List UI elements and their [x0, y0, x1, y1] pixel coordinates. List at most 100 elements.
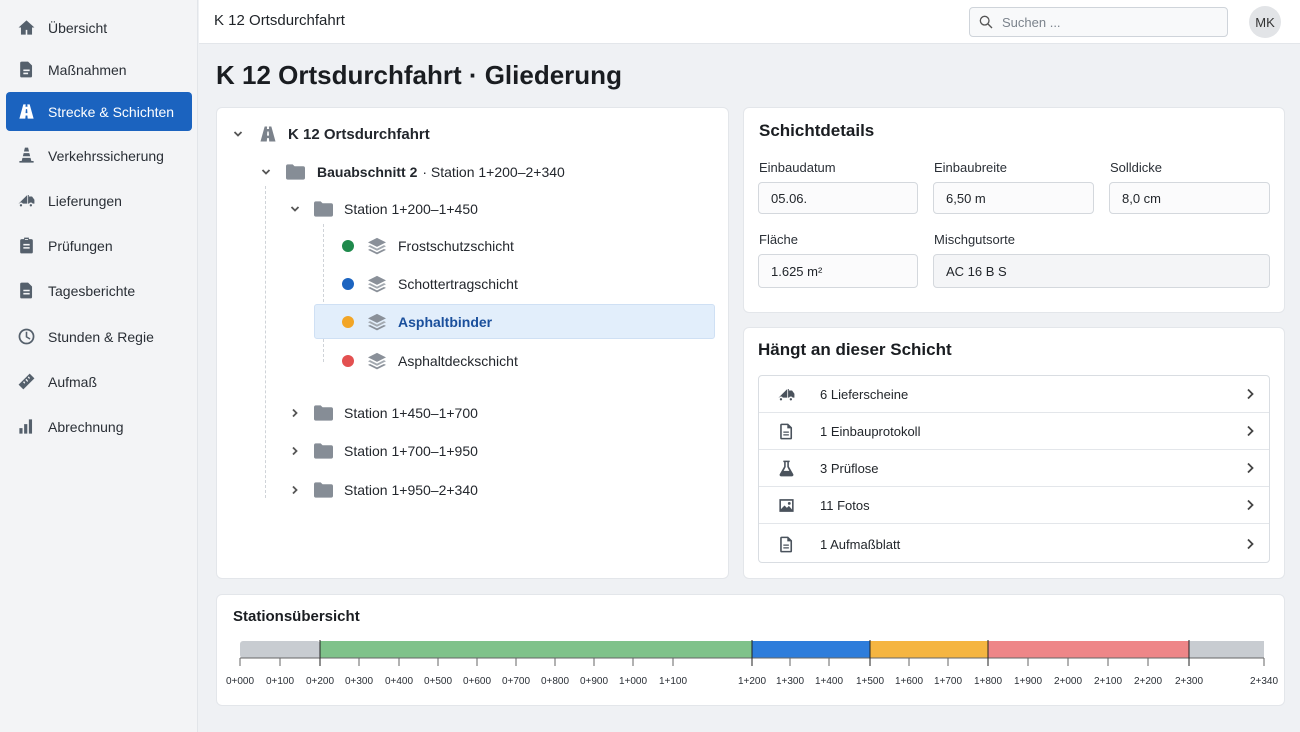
station-tick-label: 0+500 — [423, 676, 453, 687]
status-dot — [342, 355, 354, 367]
station-segment[interactable] — [320, 641, 752, 658]
list-item[interactable]: 6 Lieferscheine — [759, 376, 1269, 413]
tree-root[interactable]: K 12 Ortsdurchfahrt — [231, 123, 430, 145]
avatar[interactable]: MK — [1249, 6, 1281, 38]
chevron-right-icon — [1246, 388, 1255, 403]
sidebar-item-verkehrssicherung[interactable]: Verkehrssicherung — [6, 136, 192, 175]
tree-layer-selected[interactable]: Asphaltbinder — [342, 311, 492, 333]
station-segment[interactable] — [240, 641, 320, 658]
sidebar-item-pruefungen[interactable]: Prüfungen — [6, 226, 192, 265]
tree-layer[interactable]: Asphaltdeckschicht — [342, 350, 518, 372]
sidebar-item-label: Aufmaß — [48, 373, 98, 390]
sidebar-item-abrechnung[interactable]: Abrechnung — [6, 407, 192, 446]
tree-station[interactable]: Station 1+450–1+700 — [288, 402, 478, 424]
chevron-right-icon — [1246, 538, 1255, 553]
folder-icon — [286, 164, 305, 180]
station-tick-label: 0+300 — [344, 676, 374, 687]
sidebar-item-stunden-regie[interactable]: Stunden & Regie — [6, 317, 192, 356]
tree-section[interactable]: Bauabschnitt 2 · Station 1+200–2+340 — [259, 161, 565, 183]
chevron-right-icon[interactable] — [288, 444, 302, 458]
sidebar-item-lieferungen[interactable]: Lieferungen — [6, 181, 192, 220]
station-tick-label: 2+000 — [1053, 676, 1083, 687]
field-label: Mischgutsorte — [934, 232, 1015, 247]
chevron-right-icon[interactable] — [288, 483, 302, 497]
list-item[interactable]: 1 Aufmaßblatt — [759, 524, 1269, 562]
list-item-label: 1 Aufmaßblatt — [820, 536, 901, 552]
einbaubreite-field[interactable]: 6,50 m — [933, 182, 1094, 214]
header: K 12 Ortsdurchfahrt MK — [199, 0, 1300, 44]
tree-station-label: Station 1+950–2+340 — [344, 482, 478, 498]
attached-card — [743, 327, 1285, 579]
tree-layer[interactable]: Frostschutzschicht — [342, 235, 514, 257]
ruler-icon — [16, 372, 36, 392]
station-tick-label: 1+900 — [1013, 676, 1043, 687]
sidebar-item-label: Stunden & Regie — [48, 328, 154, 345]
tree-station[interactable]: Station 1+950–2+340 — [288, 479, 478, 501]
station-tick-label: 2+340 — [1249, 676, 1279, 687]
flaeche-field[interactable]: 1.625 m² — [758, 254, 918, 288]
chevron-right-icon — [1246, 425, 1255, 440]
list-item[interactable]: 3 Prüflose — [759, 450, 1269, 487]
station-tick-label: 0+700 — [501, 676, 531, 687]
cone-icon — [16, 146, 36, 166]
station-tick-label: 0+200 — [305, 676, 335, 687]
mischgutsorte-field[interactable]: AC 16 B S — [933, 254, 1270, 288]
station-segment[interactable] — [752, 641, 870, 658]
tree-selection-highlight — [314, 304, 715, 339]
tree-section-station: · Station 1+200–2+340 — [422, 164, 565, 180]
sidebar-item-aufmass[interactable]: Aufmaß — [6, 362, 192, 401]
solldicke-field[interactable]: 8,0 cm — [1109, 182, 1270, 214]
sidebar-item-label: Lieferungen — [48, 192, 122, 209]
details-title: Schichtdetails — [759, 121, 875, 140]
tree-station[interactable]: Station 1+200–1+450 — [288, 198, 478, 220]
chevron-down-icon[interactable] — [231, 127, 245, 141]
sidebar-item-uebersicht[interactable]: Übersicht — [6, 8, 192, 47]
tree-section-label: Bauabschnitt 2 — [317, 164, 418, 180]
document-icon — [16, 60, 36, 80]
status-dot — [342, 240, 354, 252]
truck-icon — [16, 191, 36, 211]
field-label: Einbaubreite — [934, 160, 1007, 175]
report-icon — [16, 281, 36, 301]
breadcrumb[interactable]: K 12 Ortsdurchfahrt — [214, 12, 345, 29]
station-tick-label: 1+800 — [973, 676, 1003, 687]
field-label: Fläche — [759, 232, 799, 247]
list-item[interactable]: 1 Einbauprotokoll — [759, 413, 1269, 450]
sidebar-item-massnahmen[interactable]: Maßnahmen — [6, 50, 192, 89]
folder-icon — [314, 201, 333, 217]
search-input[interactable] — [1002, 14, 1202, 30]
folder-icon — [314, 443, 333, 459]
folder-icon — [314, 482, 333, 498]
tree-layer[interactable]: Schottertragschicht — [342, 273, 518, 295]
station-segment[interactable] — [870, 641, 988, 658]
chevron-down-icon[interactable] — [288, 202, 302, 216]
chevron-right-icon[interactable] — [288, 406, 302, 420]
document-icon — [776, 421, 796, 441]
sidebar-item-label: Abrechnung — [48, 418, 124, 435]
tree-station-label: Station 1+450–1+700 — [344, 405, 478, 421]
station-bar — [239, 640, 1265, 666]
list-item-label: 6 Lieferscheine — [820, 386, 909, 402]
sidebar-item-label: Prüfungen — [48, 237, 113, 254]
status-dot — [342, 316, 354, 328]
list-item[interactable]: 11 Fotos — [759, 487, 1269, 524]
sidebar-item-tagesberichte[interactable]: Tagesberichte — [6, 271, 192, 310]
station-tick-label: 0+600 — [462, 676, 492, 687]
tree-station[interactable]: Station 1+700–1+950 — [288, 440, 478, 462]
tree-station-label: Station 1+200–1+450 — [344, 201, 478, 217]
station-tick-label: 2+300 — [1174, 676, 1204, 687]
station-segment[interactable] — [1189, 641, 1264, 658]
sidebar-item-label: Maßnahmen — [48, 61, 127, 78]
chevron-down-icon[interactable] — [259, 165, 273, 179]
field-label: Einbaudatum — [759, 160, 836, 175]
station-segment[interactable] — [988, 641, 1189, 658]
sidebar-item-strecke-schichten[interactable]: Strecke & Schichten — [6, 92, 192, 131]
search-box[interactable] — [969, 7, 1228, 37]
einbaudatum-field[interactable]: 05.06. — [758, 182, 918, 214]
station-tick-label: 1+600 — [894, 676, 924, 687]
station-tick-label: 1+500 — [855, 676, 885, 687]
tree-layer-label: Frostschutzschicht — [398, 238, 514, 254]
chevron-right-icon — [1246, 462, 1255, 477]
station-tick-label: 0+000 — [225, 676, 255, 687]
clipboard-icon — [16, 236, 36, 256]
